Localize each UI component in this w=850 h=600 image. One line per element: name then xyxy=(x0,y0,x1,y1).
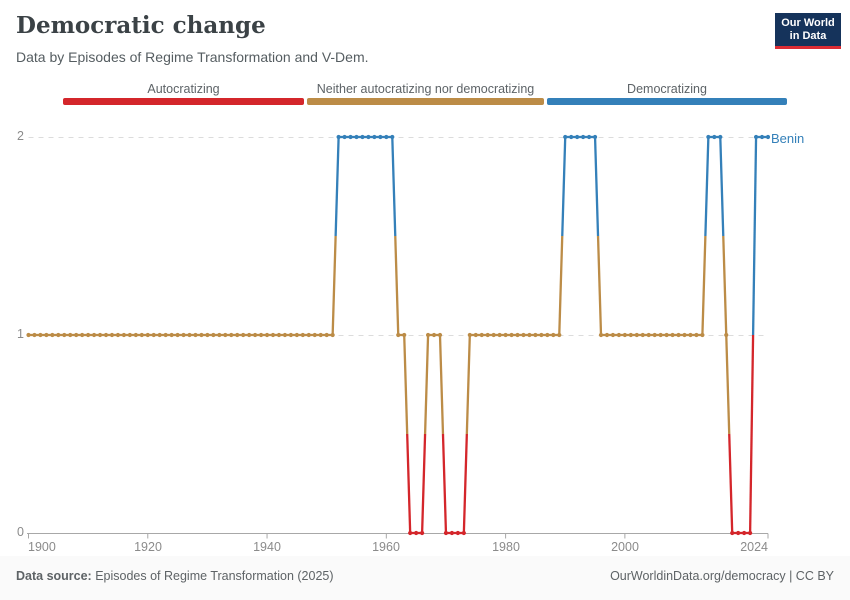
data-source-text: Data source: Episodes of Regime Transfor… xyxy=(16,569,334,583)
x-axis-tick-label: 2000 xyxy=(611,540,639,554)
y-axis-tick-label: 0 xyxy=(17,525,24,539)
series-label-benin[interactable]: Benin xyxy=(771,131,805,146)
y-axis-tick-label: 1 xyxy=(17,327,24,341)
owid-logo[interactable]: Our World in Data xyxy=(775,13,841,49)
legend-bar-neither[interactable] xyxy=(307,98,544,105)
legend-label-neither: Neither autocratizing nor democratizing xyxy=(316,82,535,96)
footer: Data source: Episodes of Regime Transfor… xyxy=(0,556,850,600)
legend-label-autocratizing: Autocratizing xyxy=(147,82,220,96)
x-axis-tick-label: 1960 xyxy=(372,540,400,554)
x-axis-tick-label: 1920 xyxy=(134,540,162,554)
owid-logo-line1: Our World xyxy=(781,16,835,29)
x-axis-tick-label: 1900 xyxy=(28,540,56,554)
x-axis-tick-label: 1940 xyxy=(253,540,281,554)
legend-label-democratizing: Democratizing xyxy=(627,82,707,96)
legend-bar-democratizing[interactable] xyxy=(547,98,787,105)
data-source-label: Data source: xyxy=(16,569,92,583)
owid-logo-line2: in Data xyxy=(789,29,827,42)
x-axis-tick-label: 1980 xyxy=(492,540,520,554)
data-source-value: Episodes of Regime Transformation (2025) xyxy=(91,569,334,583)
chart-subtitle: Data by Episodes of Regime Transformatio… xyxy=(16,49,369,65)
footer-link[interactable]: OurWorldinData.org/democracy | CC BY xyxy=(610,569,834,583)
y-axis-tick-label: 2 xyxy=(17,129,24,143)
x-axis-tick-label: 2024 xyxy=(740,540,768,554)
page-title: Democratic change xyxy=(16,12,266,39)
legend-bar-autocratizing[interactable] xyxy=(63,98,304,105)
